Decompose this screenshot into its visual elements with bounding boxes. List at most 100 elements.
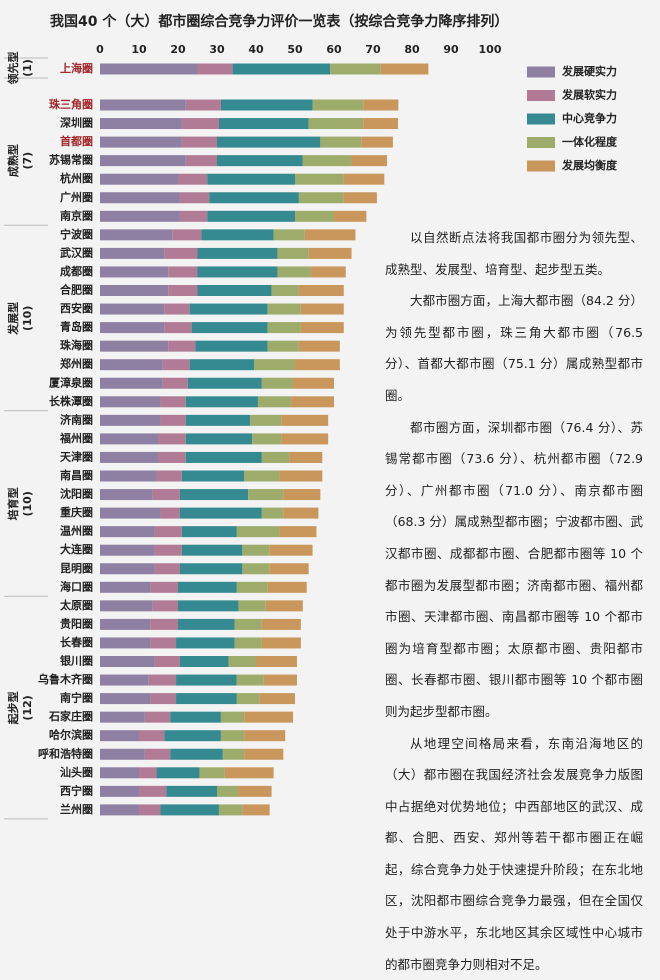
- bar-segment: [100, 545, 155, 556]
- bar-segment: [301, 304, 344, 315]
- category-label: 海口圈: [60, 579, 93, 593]
- bar-segment: [159, 452, 186, 463]
- bar-segment: [363, 100, 398, 111]
- bar-segment: [151, 693, 176, 704]
- bar-segment: [190, 359, 254, 370]
- category-label: 太原圈: [59, 598, 93, 612]
- bar-segment: [186, 433, 252, 444]
- bar-segment: [100, 619, 151, 630]
- bar-segment: [262, 452, 289, 463]
- bar-segment: [198, 285, 272, 296]
- bar-segment: [262, 378, 293, 389]
- bar-segment: [299, 341, 340, 352]
- legend-swatch: [527, 67, 555, 78]
- bar-segment: [100, 304, 164, 315]
- category-label: 广州圈: [60, 190, 93, 204]
- bar-segment: [186, 415, 250, 426]
- category-label: 西宁圈: [60, 783, 93, 797]
- bar-segment: [334, 211, 366, 222]
- bar-segment: [178, 619, 235, 630]
- bar-segment: [209, 192, 299, 203]
- bar-segment: [381, 64, 429, 75]
- bar-segment: [305, 229, 356, 240]
- bar-segment: [313, 100, 364, 111]
- bar-segment: [100, 248, 164, 259]
- category-label: 哈尔滨圈: [49, 728, 93, 742]
- bar-segment: [198, 64, 233, 75]
- bar-segment: [217, 155, 303, 166]
- bar-segment: [170, 749, 223, 760]
- bar-segment: [262, 508, 283, 519]
- bar-segment: [100, 322, 164, 333]
- bar-segment: [170, 712, 221, 723]
- bar-segment: [217, 137, 320, 148]
- legend-swatch: [527, 137, 555, 148]
- bar-segment: [100, 471, 157, 482]
- category-label: 重庆圈: [60, 505, 93, 519]
- x-tick-label: 80: [404, 43, 420, 56]
- bar-segment: [244, 730, 285, 741]
- legend-swatch: [527, 161, 555, 172]
- bar-segment: [155, 526, 182, 537]
- category-label: 天津圈: [60, 449, 93, 463]
- bar-segment: [100, 100, 186, 111]
- bar-segment: [149, 675, 176, 686]
- category-label: 宁波圈: [60, 227, 93, 241]
- bar-segment: [192, 322, 268, 333]
- bar-segment: [258, 396, 291, 407]
- bar-segment: [244, 471, 279, 482]
- bar-segment: [182, 137, 217, 148]
- bar-segment: [100, 489, 153, 500]
- bar-segment: [100, 452, 159, 463]
- bar-segment: [100, 637, 151, 648]
- bar-segment: [225, 767, 274, 778]
- bar-segment: [168, 266, 197, 277]
- bar-segment: [100, 266, 168, 277]
- bar-segment: [330, 64, 381, 75]
- category-label: 成都圈: [60, 264, 93, 278]
- bar-segment: [100, 749, 145, 760]
- bar-segment: [151, 582, 178, 593]
- bar-segment: [295, 359, 340, 370]
- bar-segment: [178, 174, 207, 185]
- bar-segment: [186, 396, 258, 407]
- bar-segment: [162, 359, 189, 370]
- bar-segment: [100, 118, 182, 129]
- chart-title: 我国40 个（大）都市圈综合竞争力评价一览表（按综合竞争力降序排列）: [50, 13, 508, 30]
- bar-segment: [301, 322, 344, 333]
- bar-segment: [139, 786, 166, 797]
- legend-swatch: [527, 114, 555, 125]
- x-tick-label: 70: [365, 43, 381, 56]
- bar-segment: [100, 656, 155, 667]
- bar-segment: [155, 656, 180, 667]
- category-label: 首都圈: [60, 134, 93, 148]
- category-label: 石家庄圈: [48, 709, 93, 723]
- bar-segment: [164, 248, 197, 259]
- bar-segment: [299, 192, 344, 203]
- group-count: (10): [21, 306, 34, 331]
- legend-label: 一体化程度: [562, 135, 618, 149]
- bar-segment: [180, 489, 248, 500]
- bar-segment: [295, 174, 344, 185]
- bar-segment: [180, 563, 242, 574]
- bar-segment: [100, 285, 168, 296]
- bar-segment: [219, 804, 242, 815]
- bar-segment: [182, 118, 219, 129]
- bar-segment: [266, 600, 303, 611]
- bar-segment: [268, 304, 301, 315]
- bar-segment: [274, 229, 305, 240]
- bar-segment: [164, 730, 221, 741]
- bar-segment: [100, 730, 139, 741]
- bar-segment: [176, 693, 236, 704]
- bar-segment: [186, 100, 221, 111]
- bar-segment: [270, 563, 309, 574]
- category-label: 温州圈: [60, 524, 93, 538]
- bar-segment: [100, 433, 159, 444]
- bar-segment: [157, 471, 182, 482]
- bar-segment: [320, 137, 361, 148]
- bar-segment: [262, 637, 301, 648]
- bar-segment: [186, 452, 262, 463]
- bar-segment: [176, 675, 236, 686]
- bar-segment: [281, 415, 328, 426]
- bar-segment: [172, 229, 201, 240]
